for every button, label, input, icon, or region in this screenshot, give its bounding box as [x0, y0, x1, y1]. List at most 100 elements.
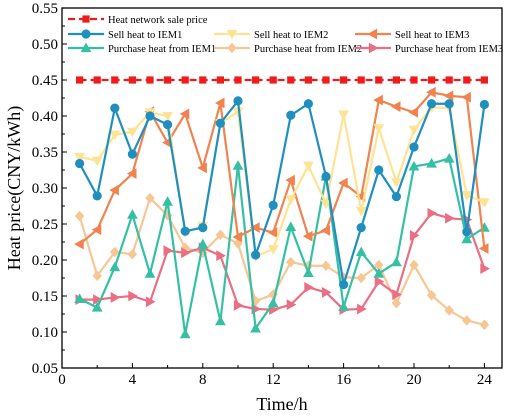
data-point	[127, 209, 138, 219]
y-tick-label: 0.15	[32, 289, 58, 305]
data-point	[181, 76, 189, 84]
y-tick-label: 0.55	[32, 1, 58, 17]
data-point	[74, 238, 84, 250]
y-tick-label: 0.05	[32, 361, 58, 377]
data-point	[215, 118, 225, 128]
data-point	[197, 162, 207, 174]
data-point	[304, 76, 313, 84]
data-point	[355, 246, 367, 257]
data-point	[109, 130, 121, 141]
data-point	[374, 276, 385, 287]
series-line	[78, 196, 485, 326]
data-point	[409, 142, 419, 152]
data-point	[163, 120, 173, 130]
series-heat-network-sale-price	[76, 76, 489, 84]
data-point	[197, 238, 209, 249]
data-point	[110, 246, 120, 258]
data-point	[126, 168, 137, 179]
data-point	[233, 299, 244, 311]
data-point	[216, 76, 224, 84]
data-point	[232, 160, 244, 170]
y-axis-label: Heat price(CNY/kWh)	[4, 106, 25, 270]
legend-label: Sell heat to IEM1	[108, 30, 182, 41]
y-tick-label: 0.25	[32, 217, 58, 233]
legend-marker	[82, 15, 90, 23]
legend-entry: Purchase heat from IEM3	[355, 42, 503, 55]
y-tick-label: 0.35	[32, 145, 58, 161]
legend-marker	[367, 28, 378, 40]
data-point	[320, 225, 331, 236]
legend-marker	[80, 42, 92, 53]
data-point	[408, 125, 420, 136]
data-point	[322, 76, 330, 84]
legend-label: Purchase heat from IEM2	[254, 44, 362, 55]
legend-marker	[227, 42, 237, 54]
data-point	[128, 290, 138, 302]
data-point	[199, 76, 207, 84]
data-point	[144, 268, 156, 278]
legend-entry: Sell heat to IEM3	[355, 28, 469, 41]
data-point	[444, 305, 454, 316]
data-point	[443, 152, 455, 163]
legend-entry: Purchase heat from IEM1	[68, 42, 216, 55]
data-point	[320, 199, 332, 210]
data-point	[355, 206, 367, 217]
data-point	[461, 91, 471, 103]
data-point	[285, 174, 295, 186]
data-point	[302, 230, 313, 242]
data-point	[74, 152, 85, 163]
data-point	[461, 233, 473, 244]
data-point	[373, 94, 383, 106]
series-line	[79, 106, 485, 258]
series-sell-heat-to-iem1	[75, 96, 489, 290]
data-point	[128, 76, 136, 84]
legend-entry: Sell heat to IEM1	[68, 29, 182, 41]
data-point	[233, 238, 243, 249]
data-point	[146, 76, 154, 84]
data-point	[267, 227, 278, 239]
data-point	[357, 303, 367, 315]
data-point	[426, 99, 437, 109]
data-point	[111, 76, 119, 84]
data-point	[74, 210, 85, 222]
data-point	[268, 200, 278, 210]
data-point	[234, 76, 242, 84]
data-point	[214, 97, 225, 109]
series-purchase-heat-from-iem1	[74, 152, 490, 339]
data-point	[410, 76, 418, 84]
data-point	[373, 268, 385, 278]
legend-entry: Sell heat to IEM2	[214, 29, 328, 41]
data-point	[444, 99, 454, 109]
legend-label: Sell heat to IEM2	[254, 30, 328, 41]
data-point	[163, 245, 174, 257]
data-point	[216, 250, 226, 262]
y-tick-label: 0.30	[32, 181, 58, 197]
x-axis-label: Time/h	[256, 394, 307, 414]
data-point	[91, 302, 103, 312]
data-point	[76, 76, 84, 84]
data-point	[127, 248, 138, 260]
data-point	[373, 124, 385, 134]
y-tick-label: 0.10	[32, 325, 58, 341]
data-point	[426, 289, 437, 301]
legend: Heat network sale price Sell heat to IEM1…	[68, 15, 503, 55]
data-point	[443, 90, 454, 102]
x-tick-label: 12	[266, 372, 281, 388]
series-layer	[74, 76, 490, 339]
data-point	[286, 256, 296, 268]
legend-label: Heat network sale price	[108, 15, 208, 26]
data-point	[92, 270, 102, 282]
plot-frame	[61, 7, 503, 369]
data-point	[267, 245, 279, 255]
data-point	[251, 250, 261, 260]
data-point	[357, 76, 365, 84]
data-point	[426, 158, 437, 168]
data-point	[427, 76, 436, 84]
data-point	[392, 76, 401, 84]
data-point	[267, 297, 279, 308]
data-point	[356, 223, 366, 233]
data-point	[93, 294, 103, 305]
data-point	[409, 230, 420, 241]
data-point	[463, 76, 471, 84]
